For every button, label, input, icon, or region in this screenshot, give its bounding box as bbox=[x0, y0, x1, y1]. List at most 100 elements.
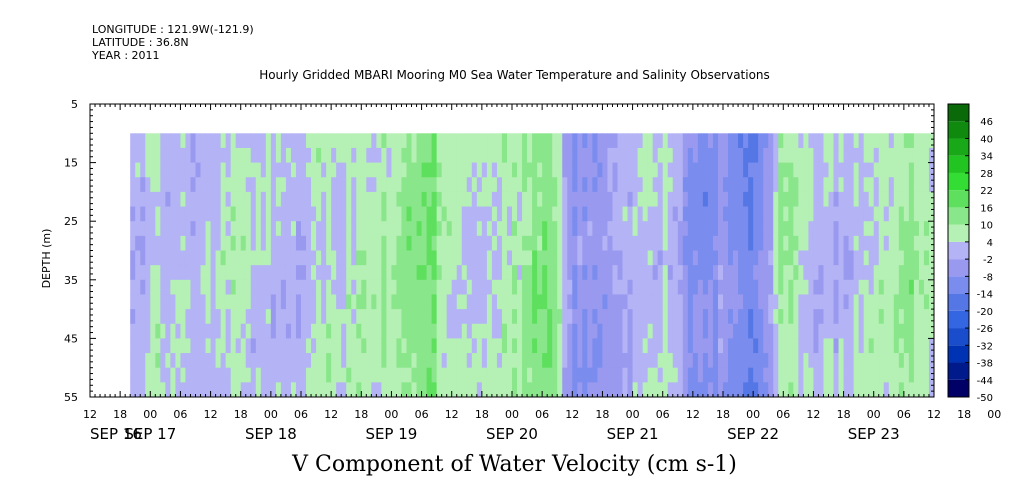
heatmap-cell bbox=[838, 177, 844, 193]
heatmap-cell bbox=[532, 147, 538, 163]
heatmap-cell bbox=[145, 221, 151, 237]
heatmap-cell bbox=[461, 191, 468, 207]
heatmap-cell bbox=[275, 221, 282, 237]
heatmap-cell bbox=[577, 323, 583, 339]
heatmap-cell bbox=[512, 338, 518, 354]
heatmap-cell bbox=[748, 382, 754, 398]
heatmap-cell bbox=[788, 147, 794, 163]
heatmap-cell bbox=[396, 367, 402, 383]
heatmap-cell bbox=[517, 162, 523, 178]
heatmap-cell bbox=[476, 265, 483, 281]
heatmap-cell bbox=[858, 162, 865, 178]
heatmap-cell bbox=[798, 235, 804, 251]
heatmap-cell bbox=[275, 294, 282, 310]
heatmap-cell bbox=[798, 162, 804, 178]
heatmap-cell bbox=[376, 294, 382, 310]
heatmap-cell bbox=[532, 265, 538, 281]
heatmap-cell bbox=[170, 221, 176, 237]
heatmap-cell bbox=[235, 191, 242, 207]
heatmap-cell bbox=[321, 367, 327, 383]
heatmap-cell bbox=[873, 133, 880, 149]
heatmap-cell bbox=[326, 191, 332, 207]
heatmap-cell bbox=[868, 147, 875, 163]
heatmap-cell bbox=[180, 162, 186, 178]
heatmap-cell bbox=[537, 367, 543, 383]
colorbar-swatch bbox=[948, 310, 969, 329]
heatmap-cell bbox=[522, 279, 528, 295]
heatmap-cell bbox=[245, 309, 252, 325]
heatmap-cell bbox=[723, 162, 729, 178]
heatmap-cell bbox=[803, 162, 809, 178]
heatmap-cell bbox=[898, 367, 905, 383]
heatmap-cell bbox=[667, 382, 674, 398]
heatmap-cell bbox=[547, 382, 553, 398]
heatmap-cell bbox=[793, 353, 799, 369]
heatmap-cell bbox=[567, 323, 573, 339]
heatmap-cell bbox=[351, 191, 357, 207]
heatmap-cell bbox=[773, 353, 779, 369]
heatmap-cell bbox=[441, 235, 448, 251]
heatmap-cell bbox=[803, 206, 809, 222]
heatmap-cell bbox=[893, 250, 900, 266]
heatmap-cell bbox=[130, 206, 136, 222]
heatmap-cell bbox=[486, 279, 493, 295]
heatmap-cell bbox=[773, 338, 779, 354]
heatmap-cell bbox=[391, 265, 397, 281]
heatmap-cell bbox=[798, 323, 804, 339]
heatmap-cell bbox=[411, 323, 417, 339]
heatmap-cell bbox=[843, 235, 849, 251]
heatmap-cell bbox=[602, 294, 608, 310]
heatmap-cell bbox=[657, 206, 664, 222]
heatmap-cell bbox=[215, 147, 222, 163]
heatmap-cell bbox=[768, 265, 774, 281]
heatmap-cell bbox=[481, 162, 488, 178]
heatmap-cell bbox=[908, 133, 915, 149]
heatmap-cell bbox=[632, 133, 638, 149]
heatmap-cell bbox=[496, 323, 503, 339]
x-date-label: SEP 19 bbox=[365, 425, 417, 443]
heatmap-cell bbox=[527, 206, 533, 222]
heatmap-cell bbox=[331, 265, 337, 281]
heatmap-cell bbox=[150, 177, 156, 193]
heatmap-cell bbox=[903, 147, 910, 163]
heatmap-cell bbox=[667, 221, 674, 237]
heatmap-cell bbox=[401, 338, 407, 354]
heatmap-cell bbox=[321, 265, 327, 281]
heatmap-cell bbox=[888, 265, 895, 281]
heatmap-cell bbox=[240, 382, 247, 398]
heatmap-cell bbox=[918, 309, 925, 325]
heatmap-cell bbox=[702, 338, 709, 354]
heatmap-cell bbox=[748, 279, 754, 295]
heatmap-cell bbox=[160, 250, 166, 266]
heatmap-cell bbox=[562, 221, 568, 237]
heatmap-cell bbox=[290, 294, 297, 310]
heatmap-cell bbox=[788, 353, 794, 369]
heatmap-cell bbox=[175, 338, 181, 354]
heatmap-cell bbox=[290, 235, 297, 251]
heatmap-cell bbox=[572, 338, 578, 354]
heatmap-cell bbox=[406, 221, 412, 237]
heatmap-cell bbox=[667, 323, 674, 339]
heatmap-cell bbox=[743, 265, 749, 281]
heatmap-cell bbox=[406, 191, 412, 207]
heatmap-cell bbox=[537, 235, 543, 251]
heatmap-cell bbox=[883, 235, 890, 251]
heatmap-cell bbox=[396, 206, 402, 222]
heatmap-cell bbox=[702, 162, 709, 178]
heatmap-cell bbox=[215, 250, 222, 266]
heatmap-cell bbox=[245, 279, 252, 295]
heatmap-cell bbox=[592, 191, 598, 207]
heatmap-cell bbox=[431, 133, 438, 149]
heatmap-cell bbox=[411, 279, 417, 295]
heatmap-cell bbox=[326, 367, 332, 383]
heatmap-cell bbox=[190, 367, 196, 383]
heatmap-cell bbox=[677, 382, 684, 398]
heatmap-cell bbox=[496, 382, 503, 398]
heatmap-cell bbox=[160, 382, 166, 398]
heatmap-cell bbox=[778, 367, 784, 383]
heatmap-cell bbox=[793, 177, 799, 193]
heatmap-cell bbox=[903, 279, 910, 295]
heatmap-cell bbox=[356, 279, 362, 295]
heatmap-cell bbox=[793, 279, 799, 295]
heatmap-cell bbox=[647, 191, 654, 207]
